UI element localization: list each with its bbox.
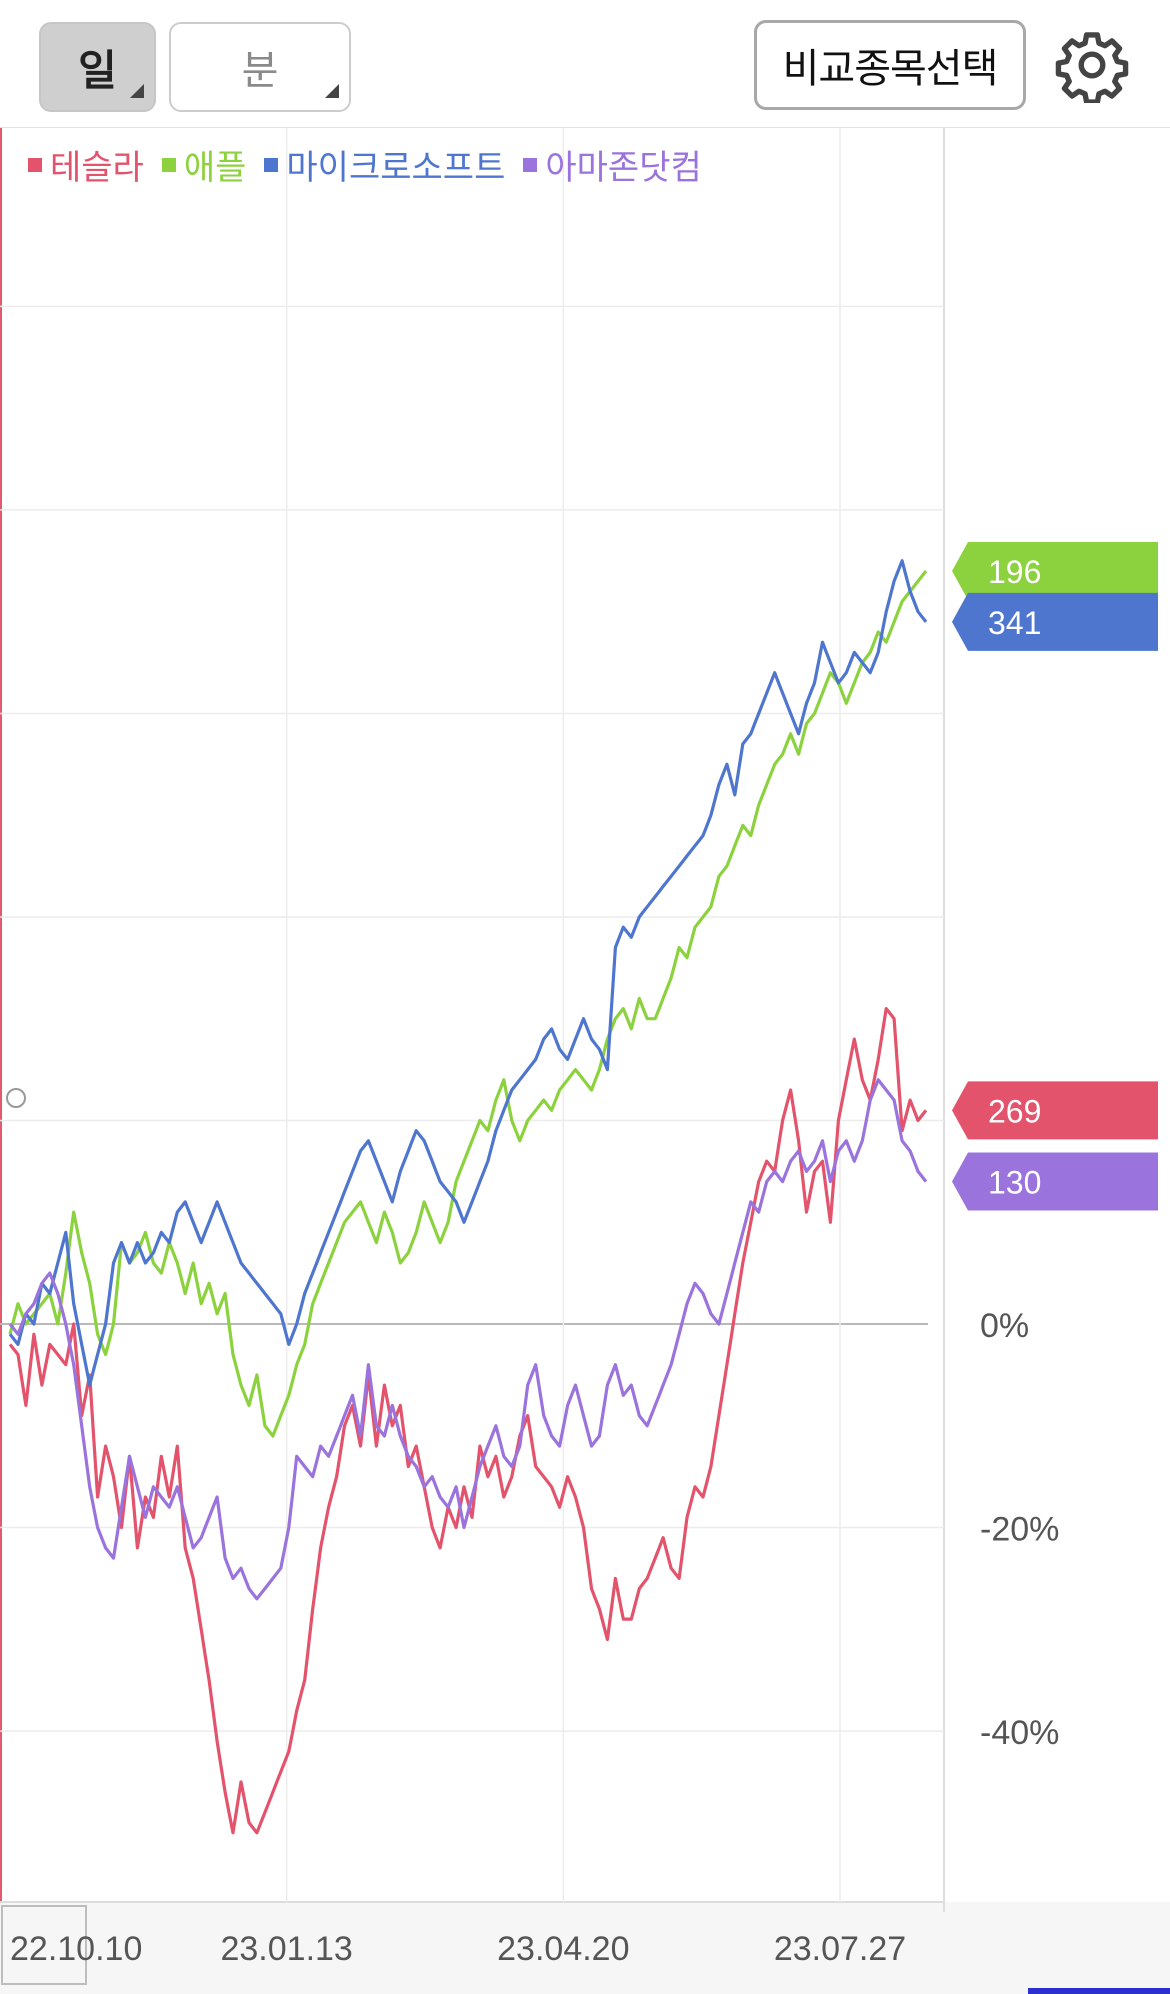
value-badge-label-0: 269 xyxy=(988,1093,1041,1129)
last-value-badges: 269 196 341 130 xyxy=(952,541,1158,1211)
legend-label: 애플 xyxy=(183,148,247,188)
period-minute-label: 분 xyxy=(241,48,279,94)
x-tick-label: 23.07.27 xyxy=(774,1930,906,1968)
value-badge-1 xyxy=(952,541,1158,600)
value-badge-label-1: 196 xyxy=(988,554,1041,590)
value-badge-0 xyxy=(952,1081,1158,1140)
period-day-button[interactable]: 일 xyxy=(39,22,156,112)
legend-swatch xyxy=(264,157,279,172)
legend-swatch xyxy=(28,157,42,172)
value-badge-3 xyxy=(952,1152,1158,1211)
legend-swatch xyxy=(161,157,176,172)
series-line-1 xyxy=(8,570,928,1438)
y-tick-label: 0% xyxy=(980,1307,1029,1345)
value-badge-2 xyxy=(952,592,1158,651)
series-line-2 xyxy=(8,559,928,1387)
grid-layer xyxy=(0,128,945,1912)
legend-label: 테슬라 xyxy=(50,148,144,188)
value-badge-label-2: 341 xyxy=(988,605,1041,641)
value-badge-label-3: 130 xyxy=(988,1165,1041,1201)
legend-item-3: 아마존닷컴 xyxy=(523,140,702,189)
compare-stock-select-label: 비교종목선택 xyxy=(782,46,999,92)
x-axis-band xyxy=(0,1902,1170,1994)
x-tick-label: 22.10.10 xyxy=(10,1930,142,1968)
legend-item-1: 애플 xyxy=(161,140,247,189)
x-tick-label: 23.01.13 xyxy=(220,1930,352,1968)
y-tick-label: -20% xyxy=(980,1511,1059,1549)
series-lines-layer xyxy=(8,559,928,1835)
legend-item-0: 테슬라 xyxy=(28,140,144,189)
period-day-label: 일 xyxy=(78,45,117,95)
series-line-0 xyxy=(8,1007,928,1835)
series-line-3 xyxy=(8,1078,928,1601)
chart-legend: 테슬라 애플 마이크로소프트 아마존닷컴 xyxy=(28,140,702,189)
y-tick-label: -40% xyxy=(980,1714,1059,1752)
legend-swatch xyxy=(523,157,538,172)
toolbar-divider xyxy=(0,127,1170,128)
period-minute-button[interactable]: 분 xyxy=(169,22,351,112)
dropdown-corner-icon xyxy=(325,84,339,98)
scroll-indicator xyxy=(1028,1988,1170,1994)
dropdown-corner-icon xyxy=(130,84,144,98)
compare-stock-select-button[interactable]: 비교종목선택 xyxy=(754,20,1026,110)
x-tick-label: 23.04.20 xyxy=(497,1930,629,1968)
gear-icon[interactable] xyxy=(1054,27,1130,103)
x-axis-tick-labels: 22.10.10 23.01.13 23.04.20 23.07.27 xyxy=(1,1088,906,1985)
start-point-marker xyxy=(6,1088,26,1108)
legend-label: 아마존닷컴 xyxy=(545,148,702,188)
legend-item-2: 마이크로소프트 xyxy=(264,140,505,189)
x-range-marker xyxy=(1,1905,87,1985)
legend-label: 마이크로소프트 xyxy=(286,148,506,188)
y-axis-tick-labels: 0% -20% -40% xyxy=(980,1307,1059,1752)
